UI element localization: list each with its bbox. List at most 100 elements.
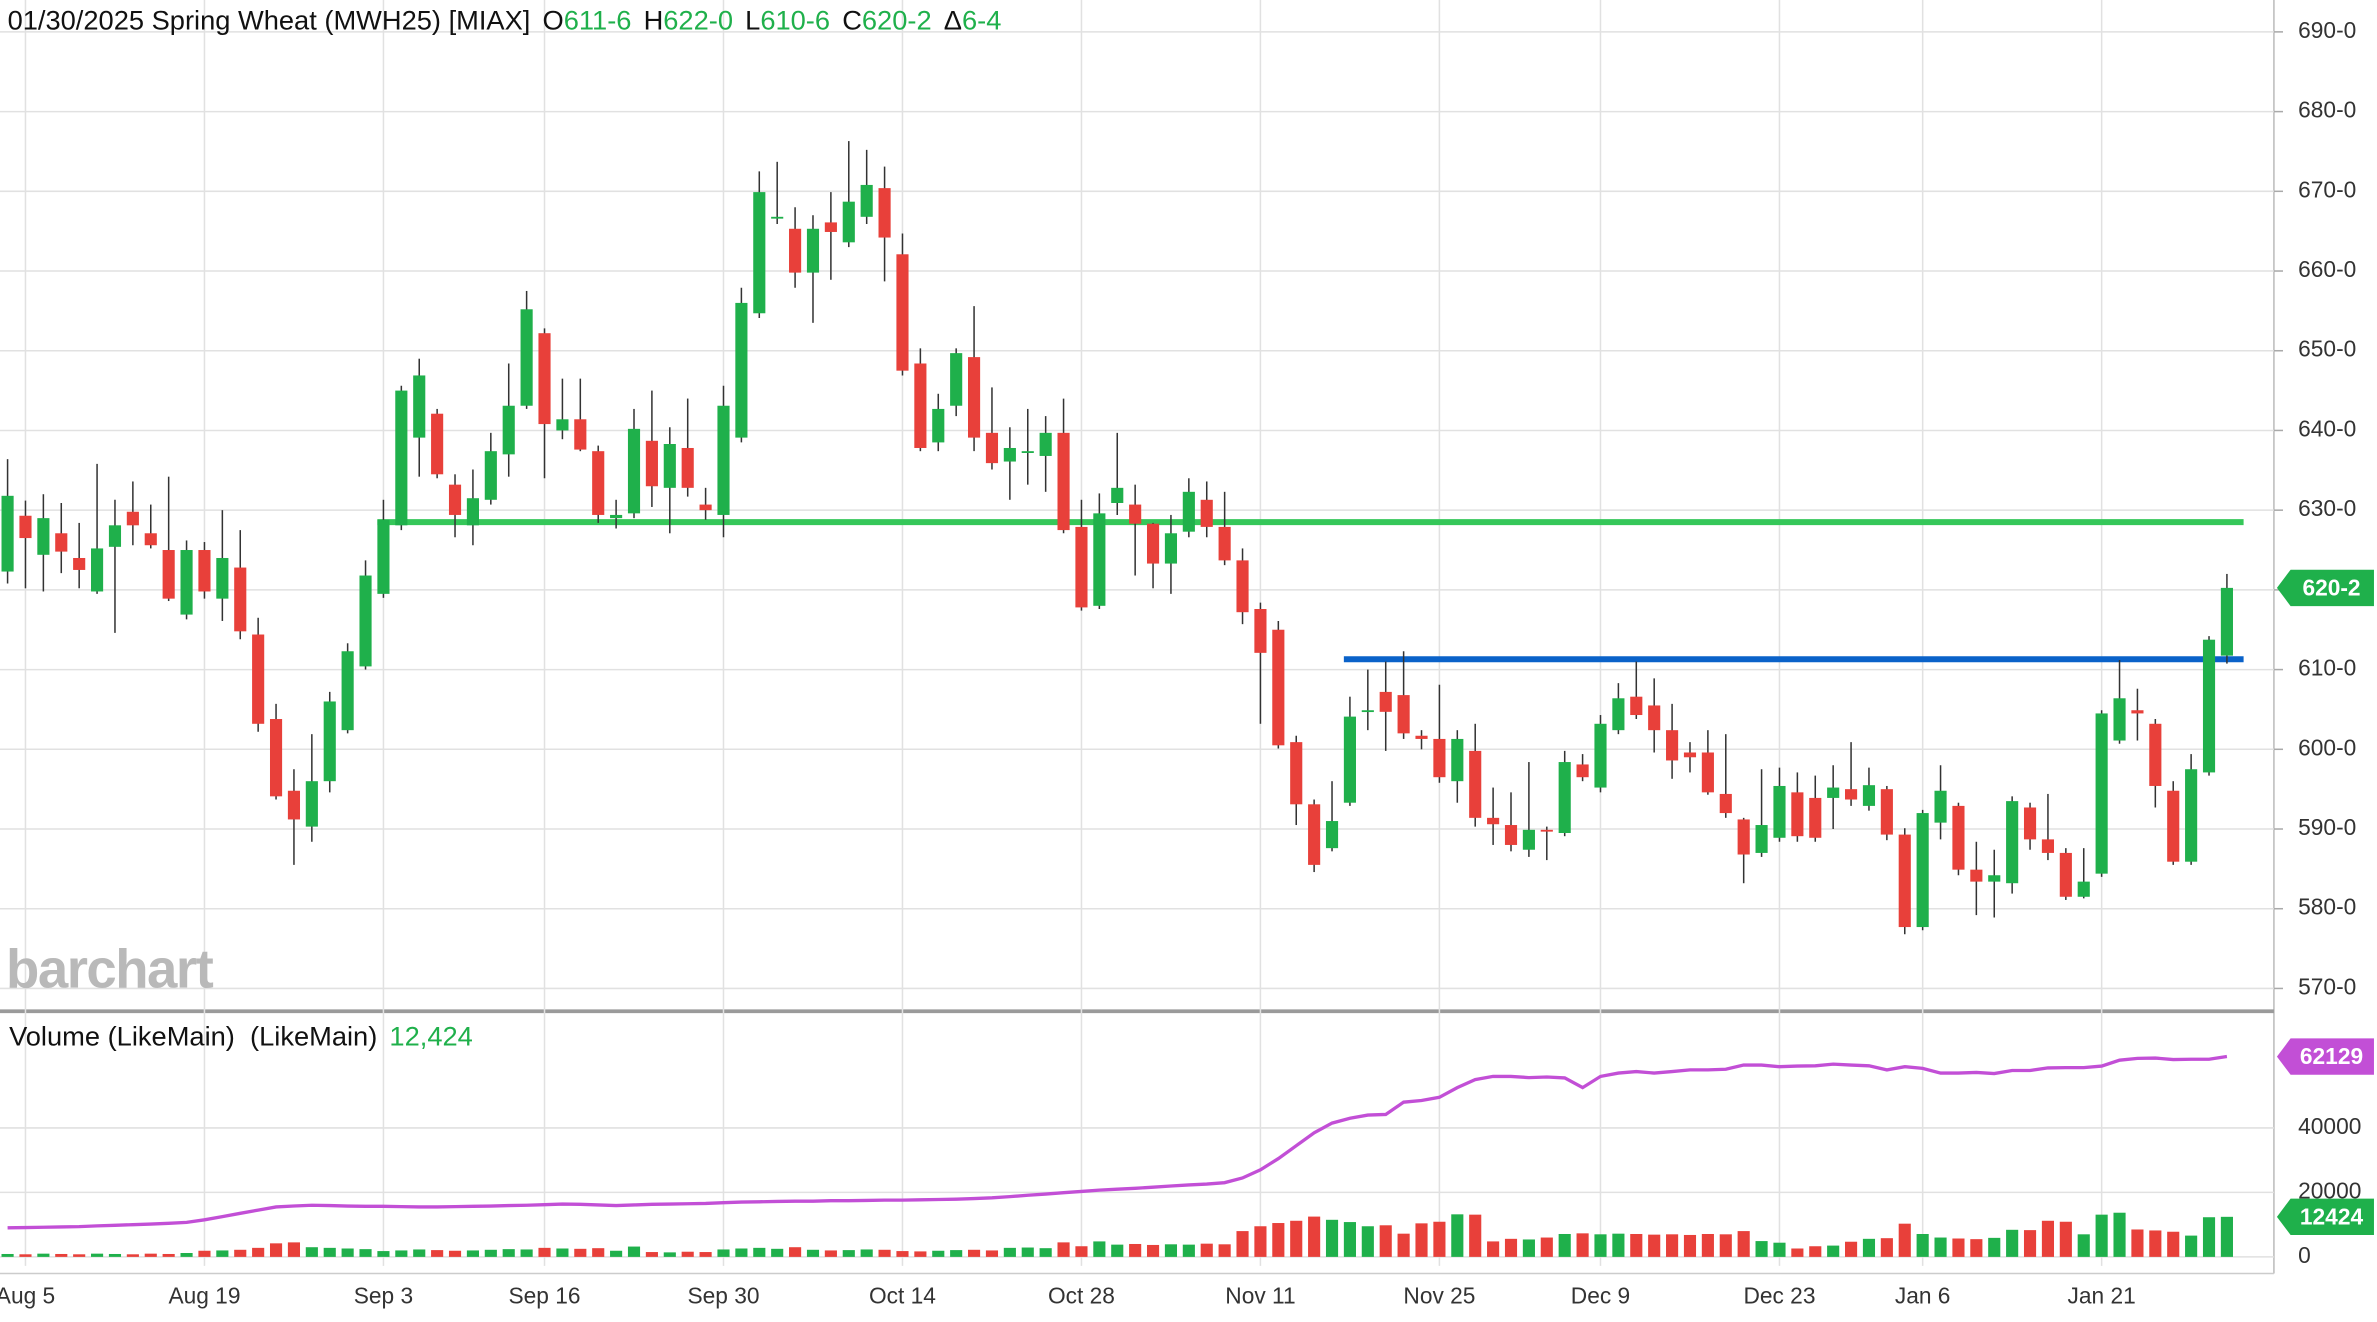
- candle-body: [1666, 730, 1679, 761]
- candle-body: [126, 511, 139, 526]
- volume-bar: [1039, 1248, 1052, 1257]
- candle-body: [305, 781, 318, 827]
- candle-body: [860, 184, 873, 217]
- volume-bar: [681, 1251, 694, 1257]
- volume-bar: [2149, 1230, 2162, 1257]
- candle-body: [108, 525, 122, 547]
- volume-bar: [2167, 1231, 2180, 1257]
- volume-bar: [448, 1250, 462, 1257]
- volume-bar: [1487, 1241, 1500, 1257]
- x-tick-label: Nov 25: [1403, 1283, 1475, 1309]
- candle-body: [2006, 801, 2019, 884]
- volume-bar: [1021, 1247, 1034, 1257]
- candle-body: [1146, 523, 1160, 564]
- candle-body: [2131, 710, 2144, 714]
- x-tick-label: Sep 3: [354, 1283, 413, 1309]
- candle-body: [842, 201, 855, 243]
- x-tick-label: Jan 21: [2068, 1283, 2136, 1309]
- x-tick-label: Sep 16: [509, 1283, 581, 1309]
- candle-body: [824, 222, 837, 232]
- candle-body: [144, 533, 157, 546]
- candle-body: [968, 357, 981, 438]
- candle-body: [1934, 790, 1947, 823]
- volume-bar: [1666, 1234, 1679, 1257]
- x-tick-label: Aug 19: [168, 1283, 240, 1309]
- candle-body: [592, 451, 605, 515]
- candle-body: [789, 228, 802, 273]
- candle-body: [1129, 504, 1142, 524]
- volume-bar: [1129, 1243, 1142, 1257]
- candle-body: [359, 575, 372, 667]
- candle-body: [395, 390, 408, 526]
- volume-bar: [1379, 1225, 1392, 1257]
- volume-bar: [1755, 1241, 1768, 1257]
- volume-bar: [1648, 1234, 1661, 1257]
- candle-body: [896, 254, 909, 371]
- volume-bar: [395, 1250, 408, 1257]
- volume-average-line: [7, 1054, 2228, 1230]
- candle-body: [431, 413, 444, 475]
- candle-body: [1075, 526, 1088, 608]
- y-tick-label: 610-0: [2298, 655, 2356, 681]
- grid: [0, 0, 2284, 1266]
- volume-bar: [538, 1247, 551, 1257]
- candle-body: [1809, 797, 1822, 838]
- volume-bar: [269, 1243, 283, 1257]
- candle-body: [914, 363, 927, 448]
- volume-bar: [842, 1250, 855, 1257]
- volume-bar: [216, 1250, 229, 1257]
- volume-bar: [2220, 1216, 2233, 1257]
- candle-body: [1308, 804, 1321, 865]
- candle-body: [2023, 807, 2037, 840]
- volume-bar: [950, 1250, 963, 1257]
- volume-bar: [91, 1253, 104, 1257]
- volume-bar: [1737, 1231, 1750, 1257]
- candle-body: [1916, 813, 1929, 928]
- candle-body: [287, 790, 301, 820]
- volume-bar: [234, 1249, 247, 1257]
- volume-bar: [914, 1251, 927, 1257]
- candle-body: [610, 514, 623, 519]
- candle-body: [1898, 834, 1911, 928]
- volume-last-tag-label: 12424: [2300, 1203, 2364, 1229]
- candle-body: [1451, 738, 1464, 782]
- volume-bar: [377, 1251, 390, 1257]
- candle-body: [717, 405, 730, 515]
- volume-average-tag-shape: [2276, 1038, 2374, 1075]
- candle-body: [753, 192, 766, 314]
- volume-bar: [1057, 1242, 1070, 1257]
- volume-bar: [968, 1249, 981, 1257]
- volume-bar: [1433, 1221, 1446, 1257]
- candle-body: [1111, 487, 1124, 503]
- volume-bar: [574, 1248, 587, 1257]
- volume-bar: [1988, 1237, 2001, 1257]
- candle-body: [1522, 829, 1535, 850]
- volume-bar: [878, 1249, 891, 1257]
- candle-body: [1755, 825, 1768, 853]
- volume-bar: [2041, 1220, 2055, 1257]
- volume-bar: [1093, 1241, 1106, 1257]
- volume-bar: [1558, 1233, 1571, 1257]
- candle-body: [1952, 805, 1965, 870]
- last-price-tag-shape: [2276, 569, 2374, 607]
- volume-bar: [985, 1250, 999, 1257]
- header-prefix: L: [745, 5, 760, 36]
- candle-body: [1021, 451, 1034, 453]
- candle-body: [502, 405, 515, 455]
- labels: Aug 5 Aug 19 Sep 3 Sep 16 Sep 30 Oct 14 Oct 28…: [0, 5, 2374, 1309]
- volume-bar: [610, 1250, 623, 1257]
- volume-bar: [2202, 1217, 2216, 1257]
- candle-body: [1, 495, 14, 572]
- candle-body: [950, 353, 963, 406]
- volume-bar: [1111, 1244, 1124, 1257]
- volume-bar: [287, 1242, 301, 1257]
- candle-body: [1057, 432, 1070, 531]
- volume-bar: [1952, 1238, 1965, 1257]
- candle-body: [1988, 875, 2001, 882]
- volume-bar: [2006, 1229, 2019, 1257]
- candle-body: [735, 302, 748, 438]
- candle-body: [73, 557, 86, 570]
- header-prefix: C: [842, 5, 862, 36]
